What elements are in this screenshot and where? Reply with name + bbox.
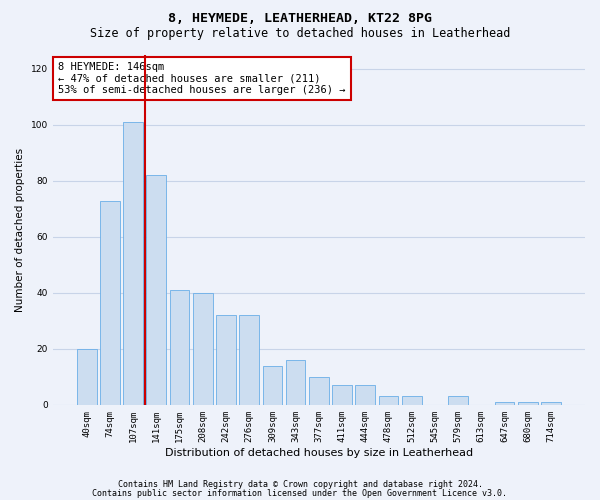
Text: Contains public sector information licensed under the Open Government Licence v3: Contains public sector information licen… xyxy=(92,488,508,498)
Text: 8 HEYMEDE: 146sqm
← 47% of detached houses are smaller (211)
53% of semi-detache: 8 HEYMEDE: 146sqm ← 47% of detached hous… xyxy=(58,62,346,95)
Bar xyxy=(286,360,305,405)
Bar xyxy=(518,402,538,405)
Bar xyxy=(402,396,422,405)
Bar xyxy=(216,316,236,405)
Bar xyxy=(448,396,468,405)
Bar xyxy=(309,377,329,405)
Bar xyxy=(146,176,166,405)
Bar xyxy=(379,396,398,405)
Text: 8, HEYMEDE, LEATHERHEAD, KT22 8PG: 8, HEYMEDE, LEATHERHEAD, KT22 8PG xyxy=(168,12,432,26)
Bar xyxy=(263,366,282,405)
X-axis label: Distribution of detached houses by size in Leatherhead: Distribution of detached houses by size … xyxy=(165,448,473,458)
Bar xyxy=(170,290,190,405)
Bar xyxy=(494,402,514,405)
Bar xyxy=(332,385,352,405)
Bar xyxy=(355,385,375,405)
Text: Size of property relative to detached houses in Leatherhead: Size of property relative to detached ho… xyxy=(90,28,510,40)
Y-axis label: Number of detached properties: Number of detached properties xyxy=(15,148,25,312)
Bar xyxy=(123,122,143,405)
Text: Contains HM Land Registry data © Crown copyright and database right 2024.: Contains HM Land Registry data © Crown c… xyxy=(118,480,482,489)
Bar xyxy=(100,200,120,405)
Bar xyxy=(541,402,561,405)
Bar xyxy=(77,349,97,405)
Bar xyxy=(193,293,212,405)
Bar xyxy=(239,316,259,405)
